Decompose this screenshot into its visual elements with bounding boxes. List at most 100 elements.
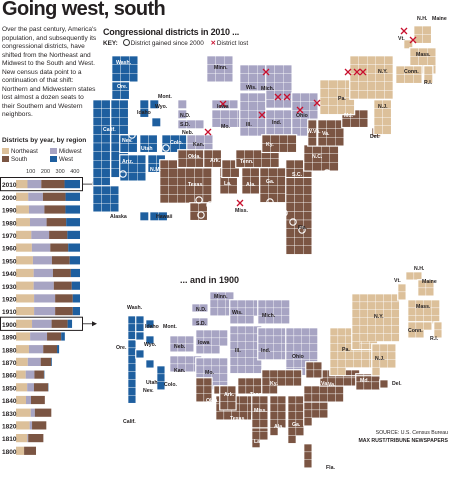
state-label: Okla.: [206, 398, 219, 404]
district-tile: [329, 359, 339, 368]
district-tile: [384, 90, 394, 100]
district-tile: [369, 335, 378, 344]
district-tile: [139, 134, 149, 144]
district-tile: [253, 149, 262, 159]
district-tile: [229, 307, 239, 316]
district-tile: [119, 172, 129, 181]
district-tile: [198, 211, 208, 221]
state-label: Pa.: [342, 347, 350, 353]
bar-segment: [16, 383, 28, 392]
district-tile: [101, 177, 111, 187]
state-label: N.Y.: [378, 69, 388, 75]
district-tile: [277, 377, 286, 386]
district-tile: [259, 193, 269, 203]
district-tile: [300, 101, 310, 111]
district-tile: [303, 162, 313, 171]
lost-cross: [296, 106, 304, 114]
district-tile: [373, 108, 383, 118]
district-tile: [337, 351, 346, 360]
district-tile: [169, 355, 179, 365]
district-tile: [235, 158, 245, 168]
district-tile: [413, 25, 423, 35]
district-tile: [269, 369, 278, 379]
district-tile: [239, 395, 248, 405]
district-tile: [287, 411, 297, 420]
district-tile: [219, 393, 229, 402]
district-tile: [261, 158, 271, 168]
district-tile: [248, 127, 258, 137]
district-tile: [329, 144, 339, 154]
bar-segment: [27, 180, 42, 189]
bar-segment: [16, 307, 35, 316]
state-outline: [259, 167, 287, 204]
state-label: N.C.: [312, 154, 323, 160]
bar-segment: [32, 319, 52, 328]
district-tile: [371, 359, 381, 368]
state-label: N.D.: [196, 307, 207, 313]
district-tile: [312, 162, 322, 171]
state-outline: [177, 149, 205, 169]
district-tile: [149, 211, 159, 221]
district-tile: [257, 343, 267, 352]
district-tile: [239, 110, 249, 119]
bar-segment: [27, 357, 41, 366]
district-tile: [287, 134, 297, 144]
bar-segment: [16, 345, 29, 354]
state-outline: [395, 65, 423, 85]
district-tile: [285, 367, 295, 376]
district-tile: [285, 228, 295, 238]
state-outline: [303, 401, 329, 427]
district-tile: [337, 359, 346, 368]
district-tile: [247, 395, 256, 405]
state-label: Utah: [146, 380, 158, 386]
district-tile: [433, 321, 443, 331]
district-tile: [277, 369, 286, 379]
bar-segment: [47, 332, 62, 341]
district-tile: [311, 393, 320, 402]
district-tile: [265, 307, 274, 316]
district-tile: [273, 327, 282, 337]
district-tile: [397, 283, 407, 293]
district-tile: [409, 65, 419, 74]
state-outline: [145, 335, 155, 345]
district-tile: [329, 367, 339, 376]
bar-segment: [28, 205, 45, 214]
gained-circle: [298, 226, 306, 234]
district-tile: [245, 325, 254, 335]
gained-circle: [152, 127, 160, 135]
district-tile: [425, 287, 434, 296]
district-tile: [199, 317, 208, 327]
district-tile: [127, 395, 137, 404]
bar-segment: [16, 192, 29, 201]
district-tile: [127, 315, 137, 325]
state-outline: [239, 64, 267, 92]
district-tile: [203, 345, 212, 354]
year-label: 1990: [2, 208, 17, 215]
district-tile: [361, 335, 370, 344]
district-tile: [211, 109, 221, 119]
state-outline: [423, 65, 434, 85]
state-outline: [119, 134, 139, 154]
district-tile: [300, 110, 310, 119]
district-tile: [250, 167, 260, 177]
state-label: N.D.: [180, 113, 191, 119]
district-tile: [245, 307, 254, 316]
district-tile: [387, 343, 396, 353]
district-tile: [194, 177, 204, 186]
district-tile: [119, 108, 129, 118]
district-tile: [375, 55, 385, 65]
district-tile: [294, 219, 304, 229]
state-outline: [139, 134, 159, 154]
state-outline: [303, 385, 345, 403]
district-tile: [194, 194, 204, 204]
state-label: Mo.: [221, 124, 230, 130]
bar-segment: [27, 383, 34, 392]
district-tile: [277, 185, 286, 194]
district-tile: [228, 185, 238, 194]
district-tile: [295, 419, 304, 428]
bar-segment: [40, 357, 52, 366]
district-tile: [159, 194, 169, 204]
district-tile: [137, 163, 146, 173]
district-tile: [195, 329, 205, 339]
state-label: N.H.: [417, 16, 428, 22]
